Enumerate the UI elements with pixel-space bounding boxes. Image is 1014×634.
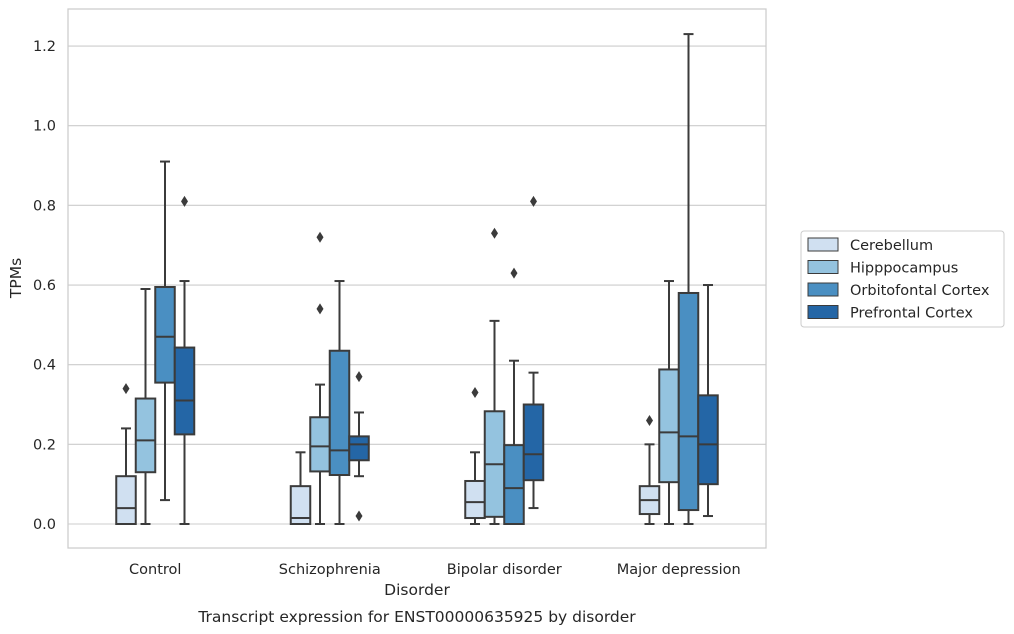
series-prefrontal-cortex [173,195,719,525]
box [328,280,351,525]
box-series [115,33,719,526]
outlier-point [355,371,363,383]
box-iqr [309,416,331,473]
x-axis-label: Disorder [384,581,450,599]
box-iqr [503,444,525,525]
y-tick-label: 0.0 [33,517,56,533]
box [464,387,486,525]
outlier-point [316,231,324,243]
outlier-point [510,267,518,279]
legend-label: Orbitofontal Cortex [850,283,990,299]
outlier-point [471,387,479,399]
box-iqr [348,435,370,462]
y-tick-label: 0.6 [33,278,56,294]
y-tick-label: 0.2 [33,437,56,453]
x-tick-label: Bipolar disorder [447,562,562,578]
box-iqr [154,286,176,384]
y-tick-label: 0.8 [33,198,56,214]
box [348,371,370,522]
y-axis-label: TPMs [7,258,25,299]
plot-area-frame [67,8,767,549]
y-tick-label: 1.2 [33,39,56,55]
x-tick-label: Control [129,562,181,578]
box [697,284,719,518]
box-iqr [464,479,486,520]
legend-label: Hipppocampus [850,261,958,277]
box [173,195,196,525]
outlier-point [530,195,537,207]
legend-swatch [807,260,839,274]
box-iqr [289,485,312,525]
outlier-point [181,195,188,207]
series-cerebellum [115,383,661,526]
outlier-point [646,414,653,426]
x-tick-label: Major depression [617,562,741,578]
outlier-point [355,510,363,522]
legend-swatch [807,305,839,319]
box-iqr [328,349,351,477]
box-iqr [697,394,719,486]
outlier-point [491,227,498,239]
y-axis-ticks: 0.0 0.2 0.4 0.6 0.8 1.0 1.2 [33,39,56,533]
x-axis-ticks: Control Schizophrenia Bipolar disorder Majo… [129,562,741,578]
box-iqr [173,346,196,436]
box-iqr [115,475,137,526]
chart-caption: Transcript expression for ENST0000063592… [197,608,636,626]
box [677,33,700,525]
legend-swatch [807,237,839,252]
x-tick-label: Schizophrenia [279,562,381,578]
outlier-point [122,383,130,395]
legend: Cerebellum Hipppocampus Orbitofontal Corte… [800,230,1005,328]
outlier-point [316,303,324,315]
box [658,280,680,525]
legend-swatch [807,282,839,297]
legend-label: Cerebellum [850,238,933,254]
box [115,383,137,526]
box-iqr [658,368,680,484]
y-tick-label: 0.4 [33,358,56,374]
box-iqr [677,291,700,512]
box [289,451,312,525]
box [483,227,506,525]
box [309,231,331,525]
legend-label: Prefrontal Cortex [850,306,973,322]
box [638,414,661,525]
box [503,267,525,525]
series-orbitofontal-cortex [154,33,700,525]
box [522,195,545,510]
box-iqr [134,397,157,474]
legend-frame [800,230,1005,328]
y-tick-label: 1.0 [33,119,56,135]
box-iqr [522,403,545,482]
box [134,288,157,525]
series-hipppocampus [134,227,680,525]
box [154,160,176,502]
